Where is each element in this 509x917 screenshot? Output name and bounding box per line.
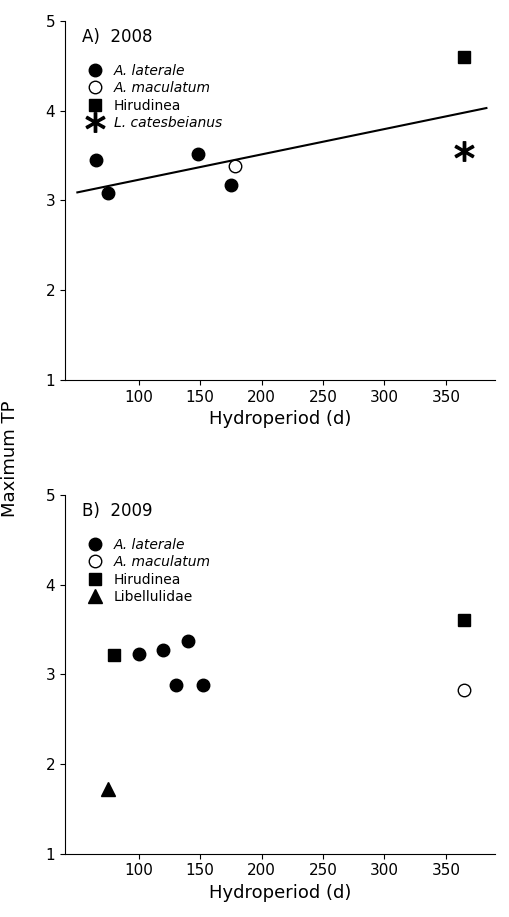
Text: Maximum TP: Maximum TP: [1, 400, 19, 517]
Text: B)  2009: B) 2009: [82, 502, 153, 520]
X-axis label: Hydroperiod (d): Hydroperiod (d): [209, 410, 351, 428]
Text: A)  2008: A) 2008: [82, 28, 153, 46]
Legend: A. laterale, A. maculatum, Hirudinea, Libellulidae: A. laterale, A. maculatum, Hirudinea, Li…: [80, 537, 211, 604]
Legend: A. laterale, A. maculatum, Hirudinea, L. catesbeianus: A. laterale, A. maculatum, Hirudinea, L.…: [80, 64, 222, 130]
X-axis label: Hydroperiod (d): Hydroperiod (d): [209, 884, 351, 902]
